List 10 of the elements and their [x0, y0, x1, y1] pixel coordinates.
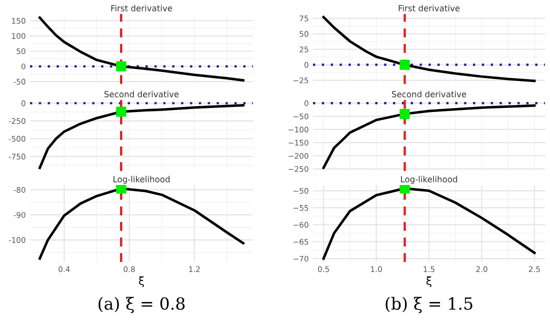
- text: (a) ξ = 0.8: [98, 296, 185, 314]
- text: (b) ξ = 1.5: [386, 296, 472, 314]
- chart-title: Second derivative: [104, 90, 179, 98]
- chart-title: Log-likelihood: [401, 176, 458, 184]
- x-axis-title: ξ: [138, 276, 144, 288]
- chart-title: Second derivative: [392, 90, 466, 98]
- chart-title: Log-likelihood: [114, 176, 170, 184]
- chart-title: First derivative: [398, 4, 460, 12]
- chart-title: First derivative: [111, 4, 172, 12]
- x-axis-title: ξ: [426, 276, 432, 288]
